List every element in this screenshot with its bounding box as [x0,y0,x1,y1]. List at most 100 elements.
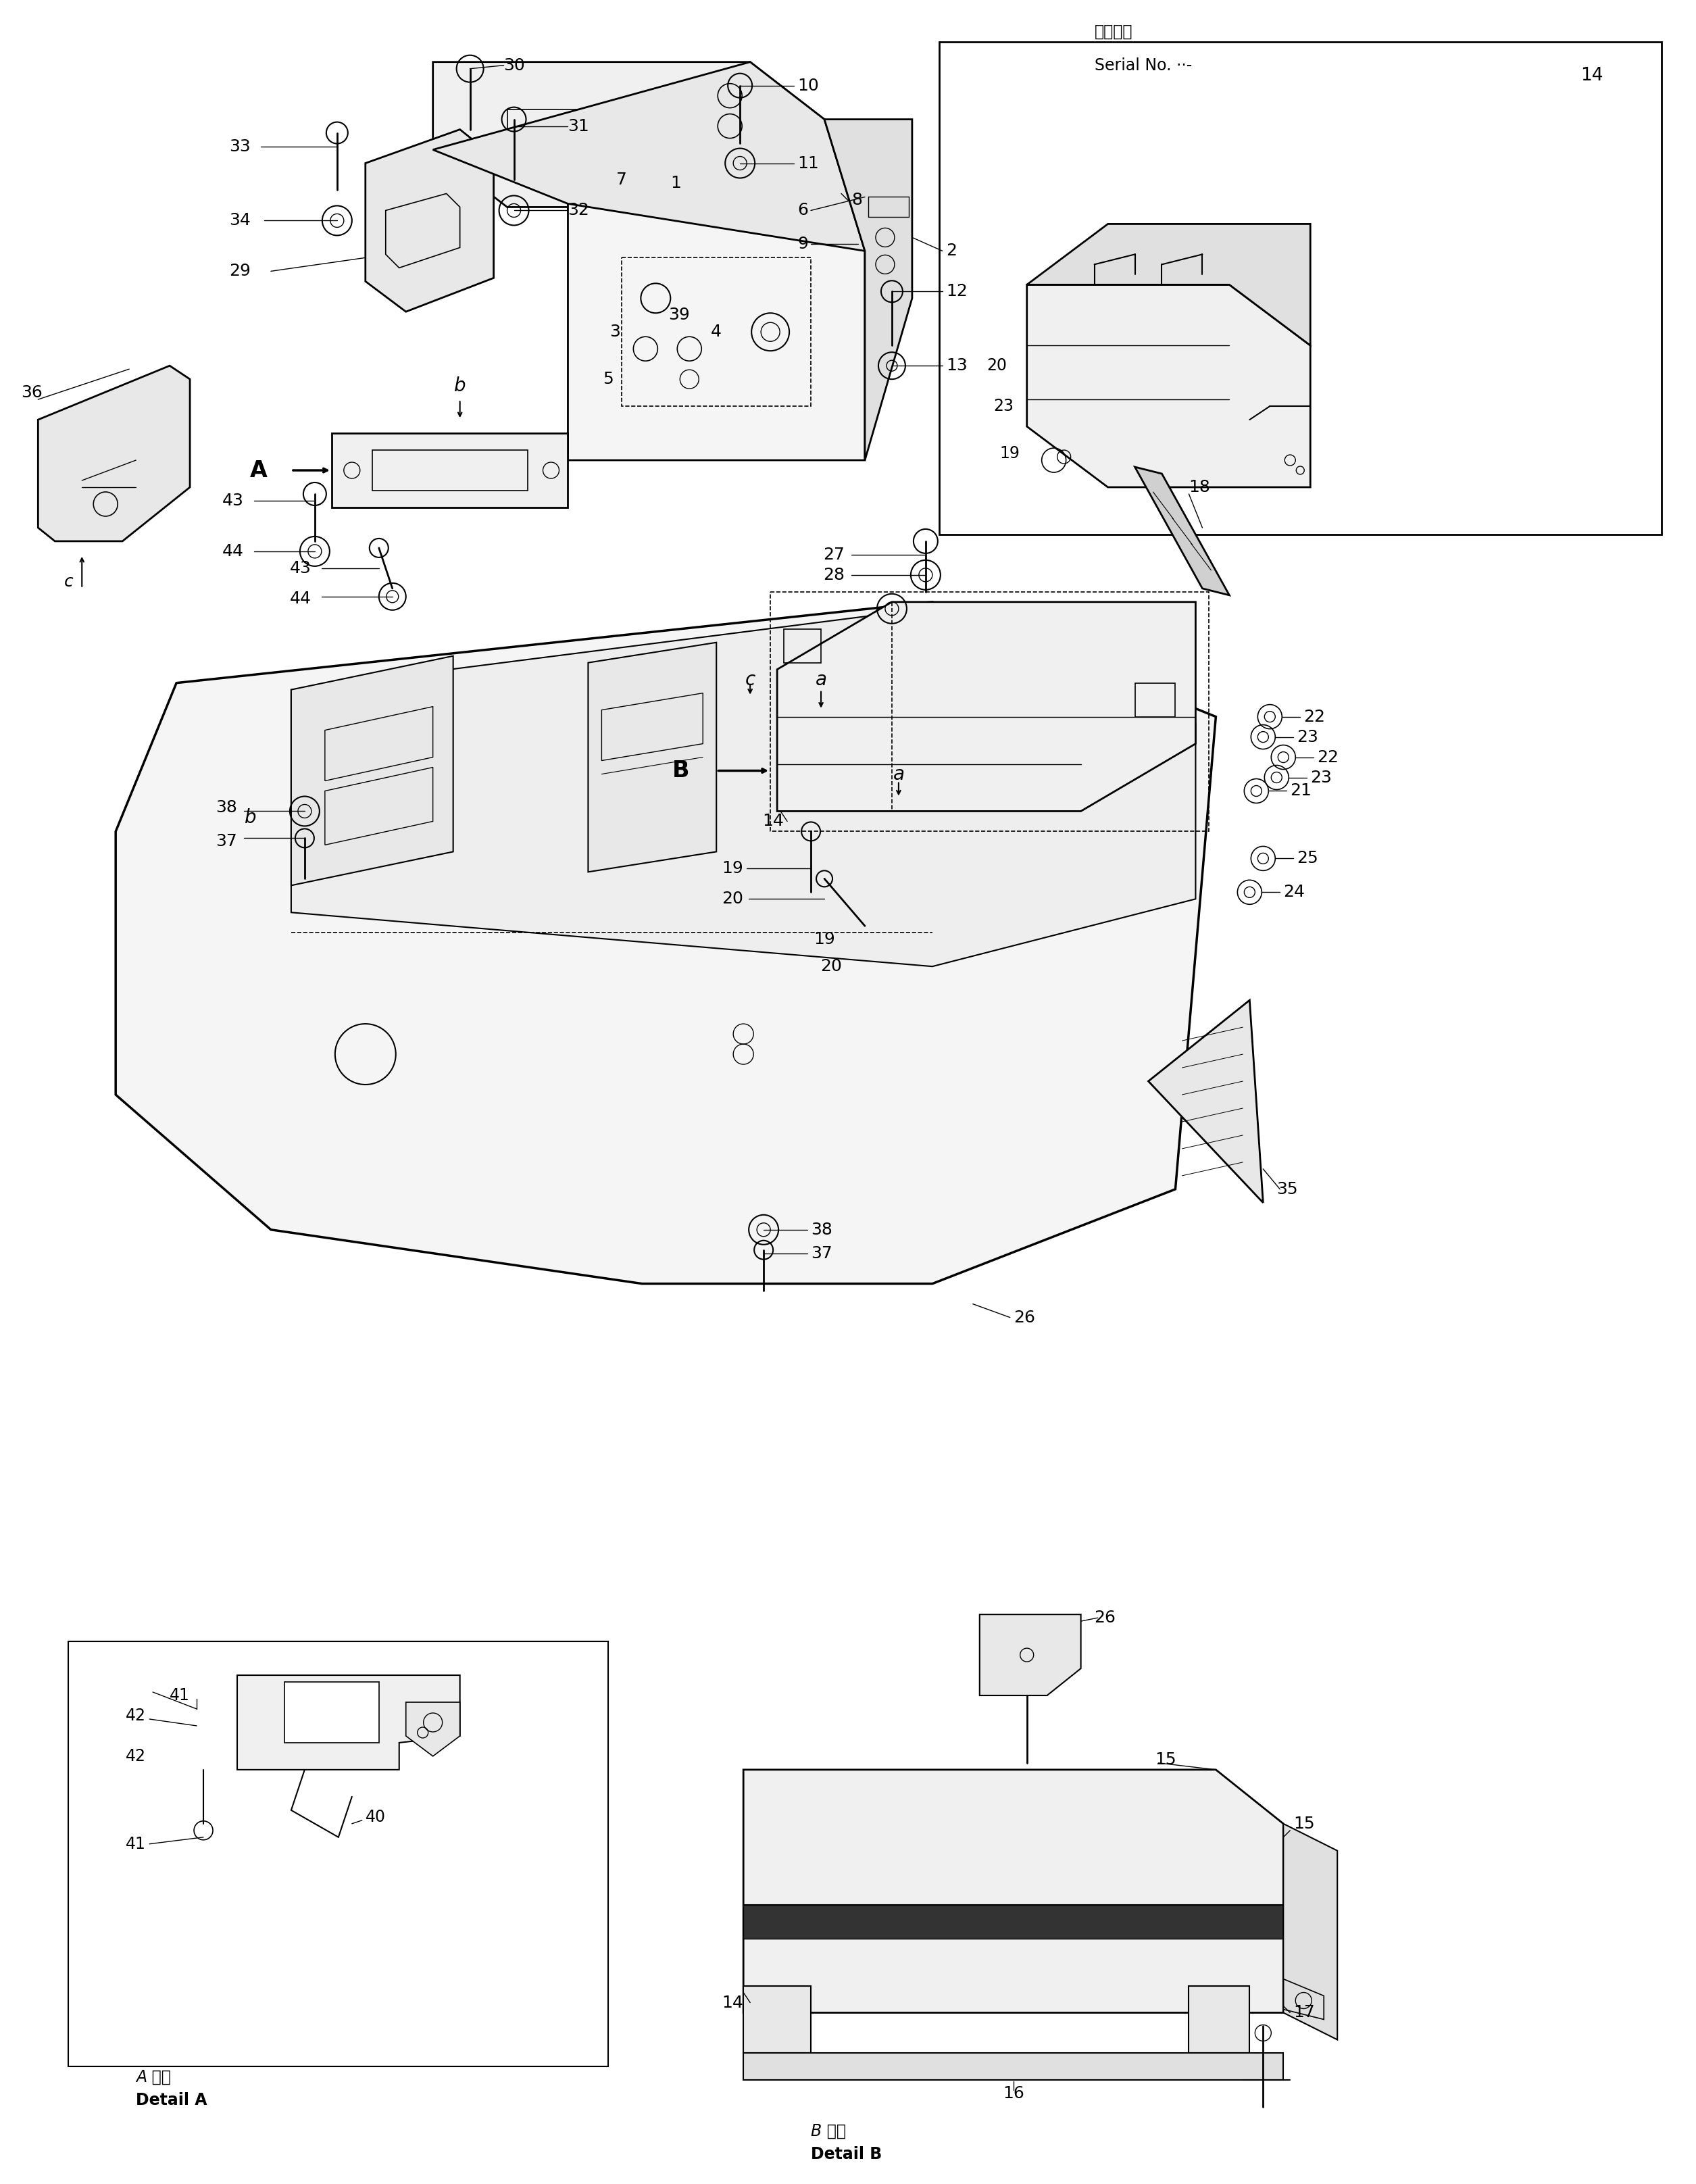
Text: 14: 14 [722,1994,743,2011]
Polygon shape [37,365,190,542]
Text: 33: 33 [229,138,251,155]
Polygon shape [1135,467,1230,596]
Text: 41: 41 [170,1688,190,1704]
Polygon shape [432,61,824,207]
Polygon shape [1189,1985,1250,2053]
Text: 8: 8 [851,192,862,207]
Text: Detail B: Detail B [811,2147,882,2162]
Text: A: A [249,459,268,480]
Polygon shape [1284,1824,1338,2040]
Text: 35: 35 [1277,1182,1297,1197]
Text: 23: 23 [1311,769,1331,786]
Text: A 詳細: A 詳細 [136,2068,171,2086]
Text: 9: 9 [797,236,807,253]
Polygon shape [332,432,568,507]
Text: a: a [816,670,826,688]
Polygon shape [292,655,453,885]
Text: 適用号惺: 適用号惺 [1094,24,1133,39]
Text: Detail A: Detail A [136,2092,207,2108]
Text: B: B [672,760,689,782]
Polygon shape [568,203,865,461]
Polygon shape [285,1682,378,1743]
Text: 42: 42 [126,1708,146,1723]
Text: 14: 14 [1581,68,1603,85]
Text: 19: 19 [1001,446,1019,461]
Text: 4: 4 [711,323,722,341]
Text: 6: 6 [797,203,809,218]
Text: 22: 22 [1318,749,1338,764]
Text: 23: 23 [994,397,1014,415]
Text: 1: 1 [670,175,682,192]
Polygon shape [940,41,1662,535]
Text: 30: 30 [504,57,526,74]
Polygon shape [292,609,1196,968]
Polygon shape [365,129,494,312]
Text: c: c [64,574,73,590]
Text: 44: 44 [290,590,312,607]
Text: 25: 25 [1297,850,1318,867]
Polygon shape [743,1985,811,2053]
Text: 32: 32 [568,203,590,218]
Text: 14: 14 [762,812,784,830]
Polygon shape [589,642,716,871]
Text: 29: 29 [229,262,251,280]
Text: 38: 38 [811,1221,833,1238]
Text: 20: 20 [987,358,1007,373]
Text: 26: 26 [1094,1610,1116,1625]
Polygon shape [432,61,865,251]
Text: 7: 7 [617,173,628,188]
Text: 16: 16 [1002,2086,1024,2101]
Text: 41: 41 [126,1837,146,1852]
Polygon shape [824,120,912,461]
Text: 3: 3 [611,323,621,341]
Polygon shape [1026,225,1311,345]
Text: 28: 28 [823,568,845,583]
Text: b: b [455,376,466,395]
Text: 21: 21 [1291,782,1311,799]
Text: 37: 37 [811,1245,833,1262]
Text: 43: 43 [222,494,244,509]
Text: 13: 13 [946,358,967,373]
Text: 36: 36 [20,384,42,402]
Text: 31: 31 [568,118,589,133]
Text: 44: 44 [222,544,244,559]
Polygon shape [980,1614,1080,1695]
Polygon shape [237,1675,460,1769]
Text: 18: 18 [1189,478,1211,496]
Text: 26: 26 [1014,1310,1035,1326]
Polygon shape [777,603,1196,810]
Text: 19: 19 [814,930,834,948]
Text: 38: 38 [215,799,237,817]
Text: 20: 20 [821,959,841,974]
Polygon shape [405,1701,460,1756]
Polygon shape [1148,1000,1264,1203]
Text: 40: 40 [365,1808,385,1826]
Polygon shape [115,603,1216,1284]
Text: 12: 12 [946,284,967,299]
Polygon shape [743,1904,1284,1939]
Text: 23: 23 [1297,729,1318,745]
Polygon shape [743,1769,1284,2014]
Polygon shape [68,1642,609,2066]
Text: b: b [244,808,256,828]
Text: 15: 15 [1294,1815,1314,1832]
Text: 34: 34 [229,212,251,229]
Text: 37: 37 [215,834,237,850]
Text: 22: 22 [1304,708,1325,725]
Text: B 詳細: B 詳細 [811,2123,846,2138]
Text: Serial No. ··-: Serial No. ··- [1094,57,1192,74]
Text: 20: 20 [722,891,743,906]
Text: c: c [745,670,755,688]
Text: 15: 15 [1155,1752,1177,1767]
Text: 24: 24 [1284,885,1304,900]
Polygon shape [743,2053,1284,2079]
Text: a: a [892,764,904,784]
Text: 42: 42 [126,1747,146,1765]
Text: 10: 10 [797,76,819,94]
Polygon shape [1026,284,1311,487]
Text: 11: 11 [797,155,819,170]
Text: 27: 27 [823,546,845,563]
Text: 17: 17 [1294,2005,1314,2020]
Text: 2: 2 [946,242,957,260]
Text: 39: 39 [668,308,690,323]
